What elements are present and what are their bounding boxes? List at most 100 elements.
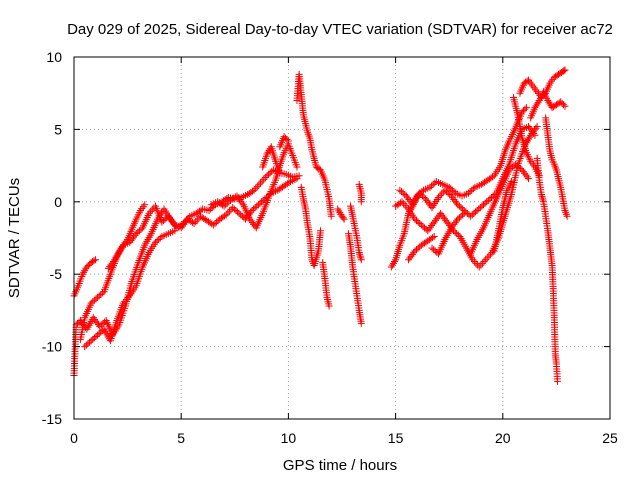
data-point [257, 179, 265, 187]
data-point [90, 296, 98, 304]
data-point [122, 237, 130, 245]
data-point [457, 212, 465, 220]
data-point [141, 201, 149, 209]
data-point [124, 294, 132, 302]
data-point [521, 105, 529, 113]
data-point [430, 233, 438, 241]
data-point [83, 263, 91, 271]
data-point [263, 150, 271, 158]
data-point [160, 217, 168, 225]
data-point [74, 319, 82, 327]
y-axis-title: SDTVAR / TECUs [6, 178, 23, 298]
data-point [190, 220, 198, 228]
data-point [534, 98, 542, 106]
data-point [391, 258, 399, 266]
data-point [483, 254, 491, 262]
data-point [450, 188, 458, 196]
data-point [523, 173, 531, 181]
data-point [158, 218, 166, 226]
data-point [472, 259, 480, 267]
data-point [340, 215, 348, 223]
data-point [92, 332, 100, 340]
data-point [211, 220, 219, 228]
data-point [413, 217, 421, 225]
data-point [447, 185, 455, 193]
data-point [445, 183, 453, 191]
data-point [464, 189, 472, 197]
data-point [414, 218, 422, 226]
data-point [417, 221, 425, 229]
data-point [207, 205, 215, 213]
data-point [466, 188, 474, 196]
data-point [388, 261, 396, 269]
data-point [266, 169, 274, 177]
data-point [563, 212, 571, 220]
data-point [213, 218, 221, 226]
data-point [293, 175, 301, 183]
data-point [208, 204, 216, 212]
data-point [264, 148, 272, 156]
data-point [276, 169, 284, 177]
data-point [87, 299, 95, 307]
data-point [557, 98, 565, 106]
data-point [413, 246, 421, 254]
data-point [485, 252, 493, 260]
data-point [457, 204, 465, 212]
data-point [387, 263, 395, 271]
data-point [229, 204, 237, 212]
data-point [334, 205, 342, 213]
data-point [518, 108, 526, 116]
data-point [132, 230, 140, 238]
data-point [121, 297, 129, 305]
data-point [396, 186, 404, 194]
data-point [258, 177, 266, 185]
axis-ticks [73, 56, 611, 420]
data-point [155, 235, 163, 243]
data-point [538, 192, 546, 200]
data-point [523, 77, 531, 85]
data-point [460, 209, 468, 217]
data-point [147, 208, 155, 216]
data-point [532, 102, 540, 110]
data-point [473, 206, 481, 214]
data-point [284, 137, 292, 145]
x-tick-label: 5 [177, 430, 185, 446]
data-point [355, 248, 363, 256]
data-point [522, 104, 530, 112]
data-point [478, 202, 486, 210]
data-point [339, 214, 347, 222]
data-point [515, 163, 523, 171]
y-tick-label: -5 [50, 266, 63, 282]
data-point [283, 136, 291, 144]
data-point [336, 209, 344, 217]
data-point [237, 211, 245, 219]
data-point [91, 256, 99, 264]
data-point [282, 134, 290, 142]
y-tick-label: 10 [46, 49, 62, 65]
data-point [357, 319, 365, 327]
data-point [250, 186, 258, 194]
data-point [468, 186, 476, 194]
data-point [398, 198, 406, 206]
data-point [97, 290, 105, 298]
data-point [428, 182, 436, 190]
data-point [489, 173, 497, 181]
data-point [448, 186, 456, 194]
chart-title: Day 029 of 2025, Sidereal Day-to-day VTE… [67, 21, 613, 38]
data-point [222, 201, 230, 209]
data-point [397, 188, 405, 196]
data-point [265, 170, 273, 178]
data-point [84, 340, 92, 348]
data-point [561, 66, 569, 74]
data-point [416, 220, 424, 228]
data-point [475, 263, 483, 271]
x-tick-label: 20 [495, 430, 511, 446]
grid-layer [74, 57, 610, 419]
data-point [426, 183, 434, 191]
data-point [260, 175, 268, 183]
data-point [512, 160, 520, 168]
data-point [482, 256, 490, 264]
data-point [99, 319, 107, 327]
data-point [470, 258, 478, 266]
